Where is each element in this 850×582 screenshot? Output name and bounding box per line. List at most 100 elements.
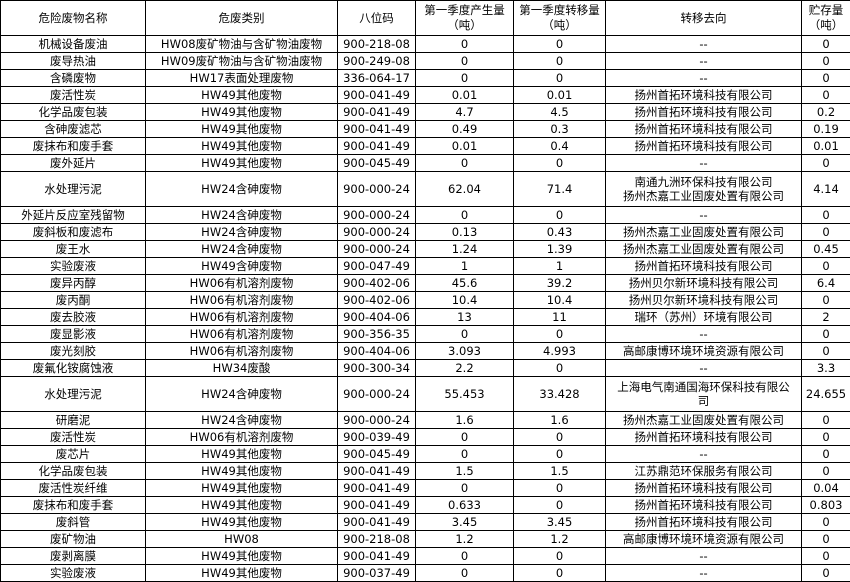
cell-waste-category: HW24含砷废物 [145, 223, 338, 241]
cell-waste-name: 废王水 [0, 240, 146, 258]
cell-transfer-destination: 扬州杰嘉工业固废处置有限公司 [605, 240, 802, 258]
cell-q1-generated: 0 [415, 564, 514, 582]
cell-storage-amount: 0 [801, 257, 850, 275]
cell-transfer-destination: -- [605, 359, 802, 377]
cell-transfer-destination: -- [605, 52, 802, 70]
cell-storage-amount: 0.803 [801, 496, 850, 514]
table-row: 废去胶液 HW06有机溶剂废物 900-404-06 13 11 瑞环（苏州）环境有限公司… [0, 308, 850, 326]
table-row: 废异丙醇 HW06有机溶剂废物 900-402-06 45.6 39.2 扬州贝尔新环境科… [0, 274, 850, 292]
table-row: 废导热油 HW09废矿物油与含矿物油废物 900-249-08 0 0 -- 0 [0, 52, 850, 70]
cell-waste-name: 废去胶液 [0, 308, 146, 326]
cell-transfer-destination: 扬州首拓环境科技有限公司 [605, 103, 802, 121]
cell-q1-transferred: 71.4 [513, 171, 606, 207]
cell-waste-category: HW49其他废物 [145, 445, 338, 463]
cell-waste-name: 水处理污泥 [0, 171, 146, 207]
table-row: 废抹布和废手套 HW49其他废物 900-041-49 0.01 0.4 扬州首拓环境科技… [0, 137, 850, 155]
cell-eight-digit-code: 900-037-49 [337, 564, 416, 582]
cell-waste-name: 废芯片 [0, 445, 146, 463]
cell-transfer-destination: 扬州首拓环境科技有限公司 [605, 137, 802, 155]
cell-transfer-destination: 扬州贝尔新环境科技有限公司 [605, 274, 802, 292]
cell-eight-digit-code: 900-402-06 [337, 291, 416, 309]
cell-q1-generated: 0 [415, 154, 514, 172]
cell-waste-category: HW08 [145, 530, 338, 548]
cell-waste-category: HW09废矿物油与含矿物油废物 [145, 52, 338, 70]
table-row: 废芯片 HW49其他废物 900-045-49 0 0 -- 0 [0, 445, 850, 463]
cell-waste-category: HW06有机溶剂废物 [145, 291, 338, 309]
cell-transfer-destination: -- [605, 35, 802, 53]
cell-storage-amount: 0 [801, 206, 850, 224]
table-row: 废矿物油 HW08 900-218-08 1.2 1.2 高邮康博环境环境资源有限公司 0 [0, 530, 850, 548]
table-row: 实验废液 HW49含砷废物 900-047-49 1 1 扬州首拓环境科技有限公司 0 [0, 257, 850, 275]
cell-waste-name: 含磷废物 [0, 69, 146, 87]
cell-eight-digit-code: 900-041-49 [337, 462, 416, 480]
cell-eight-digit-code: 900-000-24 [337, 376, 416, 412]
cell-q1-transferred: 0.4 [513, 137, 606, 155]
cell-transfer-destination: 南通九洲环保科技有限公司 扬州杰嘉工业固废处置有限公司 [605, 171, 802, 207]
cell-waste-name: 废外延片 [0, 154, 146, 172]
cell-q1-generated: 0.633 [415, 496, 514, 514]
cell-waste-name: 废斜板和废滤布 [0, 223, 146, 241]
cell-q1-transferred: 1 [513, 257, 606, 275]
cell-storage-amount: 24.655 [801, 376, 850, 412]
cell-q1-transferred: 0 [513, 154, 606, 172]
cell-transfer-destination: 扬州首拓环境科技有限公司 [605, 513, 802, 531]
table-row: 废显影液 HW06有机溶剂废物 900-356-35 0 0 -- 0 [0, 325, 850, 343]
table-row: 研磨泥 HW24含砷废物 900-000-24 1.6 1.6 扬州杰嘉工业固废处置有限公… [0, 411, 850, 429]
cell-transfer-destination: 扬州首拓环境科技有限公司 [605, 479, 802, 497]
cell-waste-name: 外延片反应室残留物 [0, 206, 146, 224]
cell-q1-transferred: 1.5 [513, 462, 606, 480]
cell-q1-transferred: 0 [513, 35, 606, 53]
cell-q1-generated: 13 [415, 308, 514, 326]
header-q1-transferred: 第一季度转移量 （吨） [513, 0, 606, 36]
cell-storage-amount: 2 [801, 308, 850, 326]
cell-q1-generated: 0 [415, 428, 514, 446]
table-row: 废活性炭 HW06有机溶剂废物 900-039-49 0 0 扬州首拓环境科技有限公司 0 [0, 428, 850, 446]
cell-q1-transferred: 1.6 [513, 411, 606, 429]
cell-eight-digit-code: 900-041-49 [337, 86, 416, 104]
cell-waste-category: HW24含砷废物 [145, 411, 338, 429]
cell-q1-transferred: 3.45 [513, 513, 606, 531]
header-eight-digit-code: 八位码 [337, 0, 416, 36]
cell-q1-generated: 0 [415, 445, 514, 463]
table-row: 废活性炭 HW49其他废物 900-041-49 0.01 0.01 扬州首拓环境科技有限… [0, 86, 850, 104]
cell-q1-generated: 0 [415, 479, 514, 497]
cell-waste-category: HW34废酸 [145, 359, 338, 377]
cell-transfer-destination: -- [605, 206, 802, 224]
cell-storage-amount: 0 [801, 86, 850, 104]
cell-q1-transferred: 0 [513, 359, 606, 377]
cell-eight-digit-code: 900-000-24 [337, 206, 416, 224]
cell-q1-transferred: 0 [513, 325, 606, 343]
cell-q1-generated: 3.45 [415, 513, 514, 531]
cell-q1-generated: 1.2 [415, 530, 514, 548]
header-waste-category: 危废类别 [145, 0, 338, 36]
cell-waste-category: HW49其他废物 [145, 103, 338, 121]
cell-storage-amount: 0 [801, 342, 850, 360]
table-row: 废斜板和废滤布 HW24含砷废物 900-000-24 0.13 0.43 扬州杰嘉工业固… [0, 223, 850, 241]
table-row: 废王水 HW24含砷废物 900-000-24 1.24 1.39 扬州杰嘉工业固废处置有… [0, 240, 850, 258]
cell-eight-digit-code: 336-064-17 [337, 69, 416, 87]
cell-q1-generated: 4.7 [415, 103, 514, 121]
cell-q1-transferred: 10.4 [513, 291, 606, 309]
cell-q1-transferred: 0.43 [513, 223, 606, 241]
cell-eight-digit-code: 900-041-49 [337, 479, 416, 497]
cell-eight-digit-code: 900-218-08 [337, 530, 416, 548]
cell-q1-generated: 62.04 [415, 171, 514, 207]
table-row: 实验废液 HW49其他废物 900-037-49 0 0 -- 0 [0, 564, 850, 582]
cell-waste-category: HW24含砷废物 [145, 206, 338, 224]
cell-q1-transferred: 33.428 [513, 376, 606, 412]
cell-waste-category: HW49其他废物 [145, 513, 338, 531]
cell-eight-digit-code: 900-402-06 [337, 274, 416, 292]
cell-storage-amount: 0.2 [801, 103, 850, 121]
table-row: 废丙酮 HW06有机溶剂废物 900-402-06 10.4 10.4 扬州贝尔新环境科技… [0, 291, 850, 309]
cell-q1-transferred: 0.01 [513, 86, 606, 104]
table-row: 废剥离膜 HW49其他废物 900-041-49 0 0 -- 0 [0, 547, 850, 565]
header-transfer-destination: 转移去向 [605, 0, 802, 36]
cell-storage-amount: 0 [801, 291, 850, 309]
cell-storage-amount: 6.4 [801, 274, 850, 292]
cell-transfer-destination: 扬州杰嘉工业固废处置有限公司 [605, 411, 802, 429]
table-row: 水处理污泥 HW24含砷废物 900-000-24 55.453 33.428 上海电气南… [0, 376, 850, 412]
table-row: 机械设备废油 HW08废矿物油与含矿物油废物 900-218-08 0 0 -- 0 [0, 35, 850, 53]
cell-q1-generated: 10.4 [415, 291, 514, 309]
cell-waste-name: 废显影液 [0, 325, 146, 343]
